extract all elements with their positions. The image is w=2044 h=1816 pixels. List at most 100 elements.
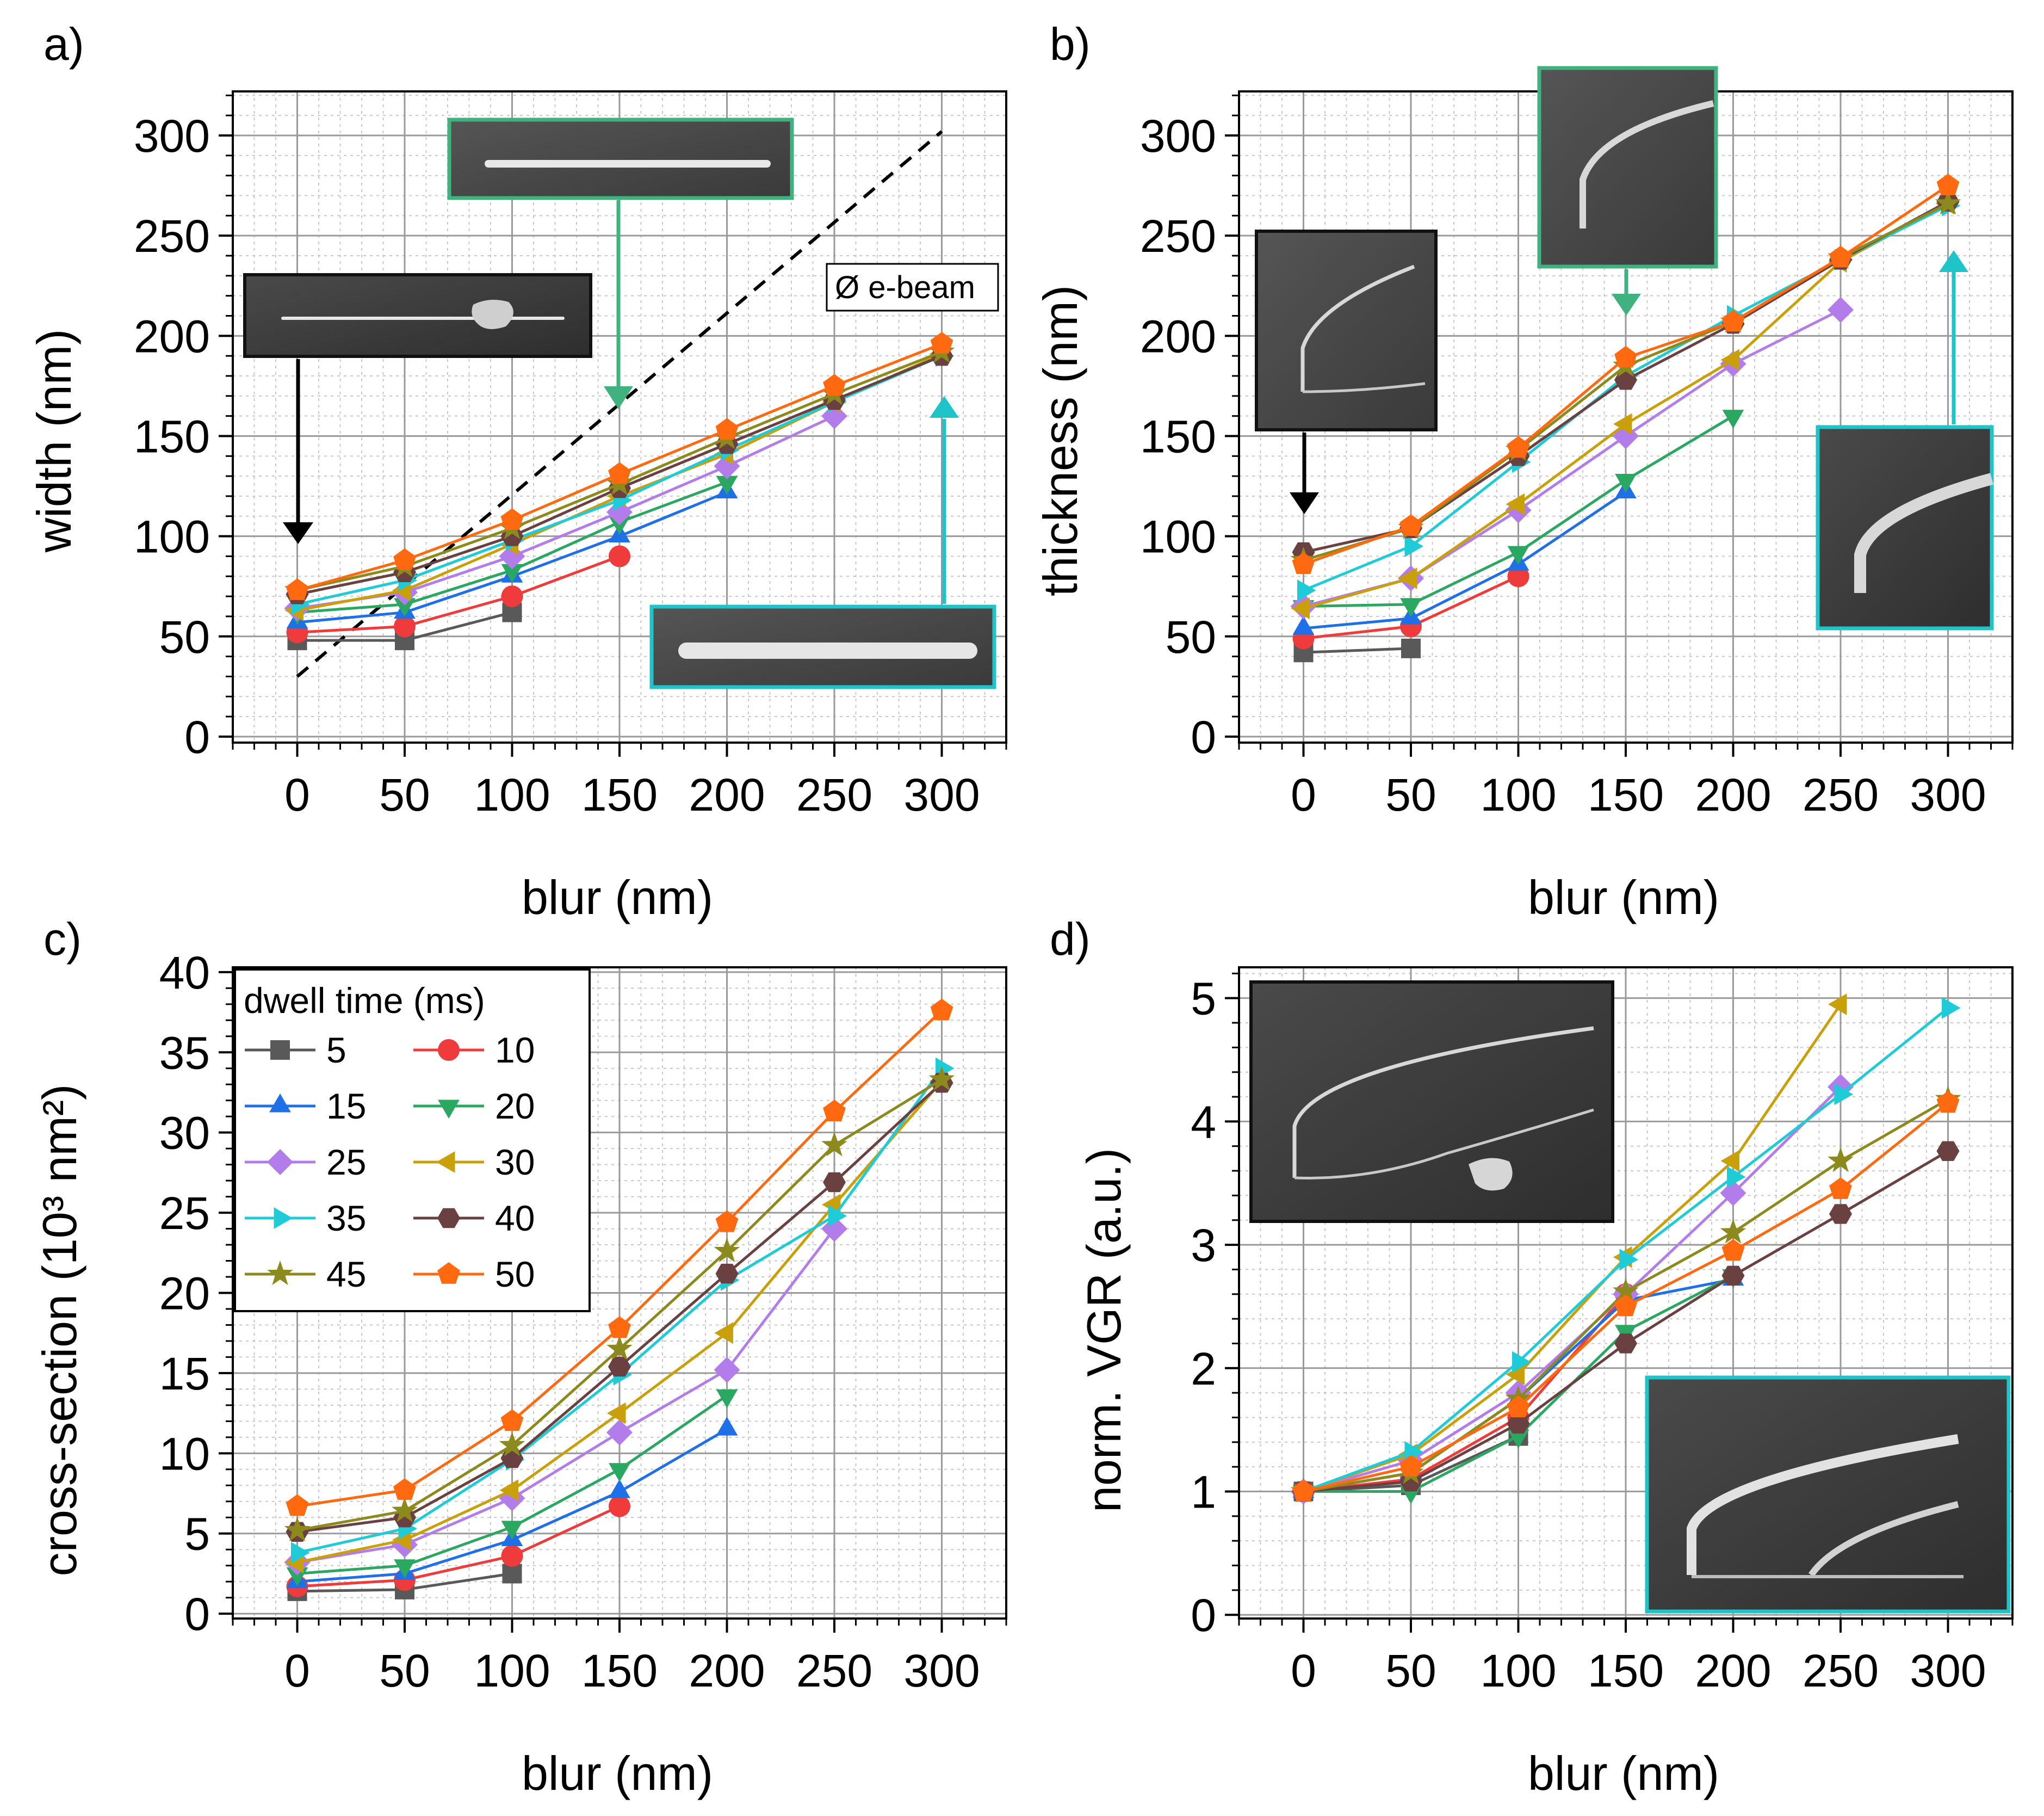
point-50	[500, 508, 524, 530]
series-20	[286, 475, 738, 625]
legend-marker-10	[438, 1039, 460, 1061]
point-40	[608, 1356, 631, 1377]
point-25	[1720, 1179, 1746, 1206]
point-30	[1506, 493, 1525, 515]
legend: dwell time (ms) 5 10 15 20 25 30 35 40 45 50	[234, 968, 591, 1312]
panel-d-inset-cyan	[1645, 1375, 2011, 1614]
point-20	[716, 475, 738, 495]
point-45	[499, 1431, 525, 1456]
point-50	[1829, 1177, 1852, 1199]
x-tick-label: 300	[1910, 769, 1986, 820]
point-50	[930, 998, 953, 1021]
point-50	[286, 1494, 309, 1516]
y-tick-label: 35	[159, 1027, 210, 1078]
point-25	[821, 403, 847, 429]
panel-a-inset-green	[447, 118, 794, 409]
panel-a-xlabel: blur (nm)	[522, 870, 713, 924]
y-tick-label: 1	[1191, 1466, 1216, 1517]
point-25	[714, 1357, 740, 1383]
series-50	[286, 998, 953, 1516]
point-50	[1399, 514, 1422, 536]
point-40	[823, 1172, 846, 1193]
point-20	[501, 1521, 523, 1540]
legend-marker-50	[437, 1262, 460, 1284]
series-line-25	[297, 1228, 835, 1564]
point-50	[1614, 345, 1637, 368]
x-tick-label: 50	[379, 1645, 430, 1696]
x-tick-label: 200	[689, 1645, 765, 1696]
y-tick-label: 200	[134, 311, 210, 362]
panel-c-series	[284, 998, 955, 1601]
point-10	[609, 545, 630, 567]
point-50	[1292, 1479, 1315, 1502]
panel-a-inset-cyan	[649, 396, 996, 689]
x-tick-label: 250	[1803, 1645, 1879, 1696]
y-tick-label: 25	[159, 1188, 210, 1239]
x-tick-label: 250	[1803, 769, 1879, 820]
series-20	[1292, 410, 1744, 619]
x-tick-label: 150	[1588, 1645, 1664, 1696]
series-line-10	[297, 555, 620, 634]
point-30	[1291, 597, 1310, 620]
x-tick-label: 100	[474, 1645, 550, 1696]
point-35	[1404, 535, 1423, 557]
x-tick-label: 200	[1695, 769, 1771, 820]
point-50	[930, 332, 953, 354]
point-20	[716, 1389, 738, 1409]
x-tick-label: 150	[581, 1645, 658, 1696]
point-50	[715, 418, 739, 440]
legend-marker-35	[274, 1207, 293, 1229]
series-50	[1292, 1091, 1960, 1502]
point-35	[1512, 1351, 1531, 1373]
x-tick-label: 300	[903, 1645, 980, 1696]
point-45	[714, 1237, 740, 1263]
point-45	[821, 1132, 847, 1157]
point-20	[1722, 410, 1744, 429]
panel-b-axes: 0 50 100 150 200 250 300 0 50 100 150 200 250 300	[1140, 90, 2014, 820]
y-tick-label: 5	[1191, 973, 1216, 1024]
x-tick-label: 250	[796, 769, 872, 820]
y-tick-label: 50	[159, 611, 210, 663]
legend-label-50: 50	[495, 1254, 535, 1294]
point-35	[1727, 1166, 1746, 1188]
point-35	[1619, 1249, 1638, 1271]
legend-label-35: 35	[326, 1198, 366, 1238]
x-tick-label: 100	[474, 769, 550, 820]
point-10	[1507, 565, 1529, 588]
point-25	[1828, 297, 1854, 323]
point-15	[1292, 616, 1315, 635]
y-tick-label: 20	[159, 1268, 210, 1319]
y-tick-label: 40	[159, 947, 210, 998]
y-tick-label: 2	[1191, 1343, 1216, 1394]
point-30	[1828, 993, 1847, 1015]
series-line-30	[1303, 1003, 1842, 1493]
point-40	[1614, 1333, 1637, 1354]
point-10	[609, 1495, 630, 1517]
x-tick-label: 0	[284, 769, 310, 820]
point-5	[1401, 638, 1421, 658]
y-tick-label: 300	[134, 110, 210, 162]
legend-marker-30	[436, 1151, 455, 1173]
y-tick-label: 100	[134, 511, 210, 563]
point-50	[1721, 310, 1745, 332]
point-50	[1507, 436, 1530, 458]
y-tick-label: 30	[159, 1108, 210, 1159]
series-50	[1292, 174, 1960, 574]
legend-marker-40	[437, 1208, 460, 1228]
y-tick-label: 15	[159, 1348, 210, 1399]
point-20	[1400, 598, 1422, 617]
legend-marker-45	[267, 1261, 293, 1286]
point-25	[499, 543, 525, 570]
x-tick-label: 0	[284, 1645, 310, 1696]
legend-items: 5 10 15 20 25 30 35 40 45 50	[245, 1030, 535, 1294]
panel-c-axes: 0 50 100 150 200 250 300 0 5 10 15 20 25 30 35 40	[159, 947, 1007, 1696]
point-40	[1721, 1265, 1745, 1286]
x-tick-label: 50	[379, 769, 430, 820]
point-35	[1297, 579, 1316, 601]
legend-title: dwell time (ms)	[244, 980, 485, 1021]
point-20	[609, 1463, 630, 1482]
point-50	[1399, 1455, 1422, 1477]
point-45	[1613, 1278, 1639, 1303]
